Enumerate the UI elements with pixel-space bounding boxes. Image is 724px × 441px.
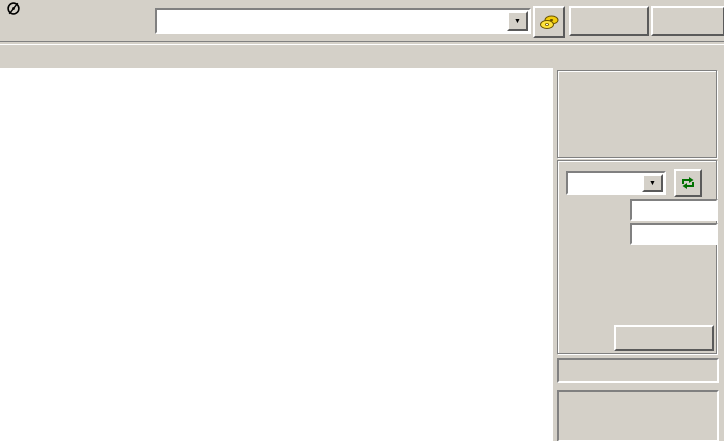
advanced-button[interactable]: [614, 325, 714, 351]
header-divider: [0, 41, 724, 45]
end-position-input[interactable]: [630, 223, 718, 245]
drive-select[interactable]: ▼: [155, 8, 531, 34]
drive-select-arrow[interactable]: ▼: [507, 11, 528, 31]
discs-icon: [539, 13, 559, 31]
refresh-button[interactable]: [674, 169, 702, 197]
settings-group: ▼: [557, 160, 718, 354]
refresh-icon: [680, 175, 696, 191]
eject-disc-button[interactable]: [533, 6, 565, 38]
pi-errors-chart: [37, 85, 527, 212]
progress-box: [557, 390, 719, 441]
scan-speed-arrow[interactable]: ▼: [642, 174, 663, 192]
scan-speed-select[interactable]: ▼: [566, 171, 666, 195]
nero-logo: [6, 2, 146, 15]
start-position-input[interactable]: [630, 199, 718, 221]
quality-score-box: [557, 358, 719, 383]
jitter-chart: [37, 232, 527, 359]
chart-panel: [0, 68, 553, 441]
disc-icon: [7, 2, 20, 15]
exit-button[interactable]: [651, 6, 724, 36]
disc-info-group: [557, 70, 717, 158]
start-button[interactable]: [569, 6, 649, 36]
